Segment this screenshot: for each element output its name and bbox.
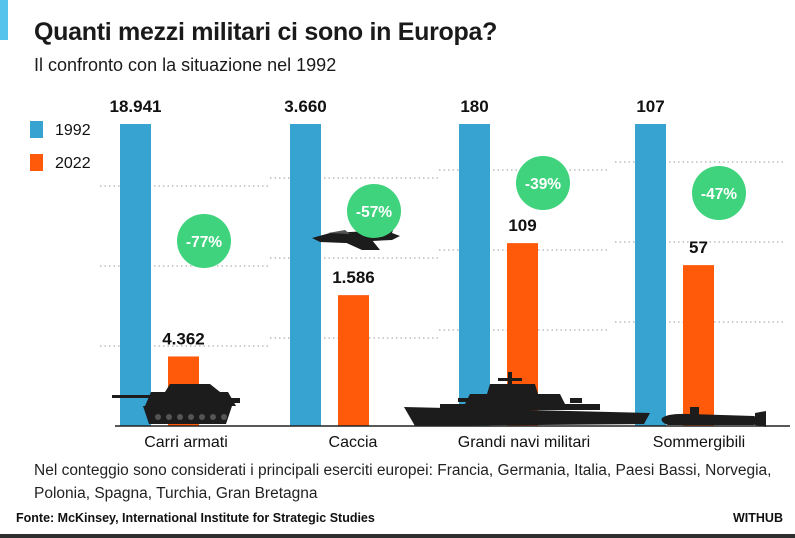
bar-1992 (459, 124, 490, 426)
category-label: Carri armati (144, 434, 228, 451)
legend-label-1992: 1992 (55, 122, 91, 139)
value-label-1992: 180 (460, 97, 488, 116)
legend-swatch-2022 (30, 154, 43, 171)
brand-logo: WITHUB (733, 511, 783, 525)
value-label-2022: 57 (689, 238, 708, 257)
value-label-2022: 1.586 (332, 268, 375, 287)
warship-icon (404, 372, 650, 426)
bar-1992 (120, 124, 151, 426)
footnote: Nel conteggio sono considerati i princip… (34, 462, 772, 502)
submarine-icon (661, 407, 766, 427)
value-label-1992: 107 (636, 97, 664, 116)
bar-chart: -77% -57% -39% -47% 18.941 4.362 Carri armati… (30, 97, 790, 451)
value-label-2022: 4.362 (162, 329, 205, 348)
chart-subtitle: Il confronto con la situazione nel 1992 (34, 55, 337, 75)
category-label: Sommergibili (653, 434, 745, 451)
value-label-2022: 109 (508, 216, 536, 235)
change-label: -47% (701, 186, 737, 203)
bar-2022 (338, 295, 369, 426)
category-label: Caccia (329, 434, 378, 451)
bar-1992 (290, 124, 321, 426)
category-label: Grandi navi militari (458, 434, 590, 451)
change-label: -77% (186, 234, 222, 251)
change-label: -57% (356, 204, 392, 221)
chart-title: Quanti mezzi militari ci sono in Europa? (34, 18, 498, 46)
accent-bar (0, 0, 8, 40)
tank-icon (112, 384, 240, 424)
change-badge (347, 184, 401, 238)
change-badge (516, 156, 570, 210)
value-label-1992: 3.660 (284, 97, 327, 116)
change-badge (692, 166, 746, 220)
change-badge (177, 214, 231, 268)
bar-1992 (635, 124, 666, 426)
value-label-1992: 18.941 (110, 97, 162, 116)
bar-2022 (683, 265, 714, 426)
footer-divider (0, 534, 795, 538)
legend-label-2022: 2022 (55, 155, 91, 172)
legend-swatch-1992 (30, 121, 43, 138)
source-line: Fonte: McKinsey, International Institute… (16, 511, 375, 525)
change-label: -39% (525, 176, 561, 193)
